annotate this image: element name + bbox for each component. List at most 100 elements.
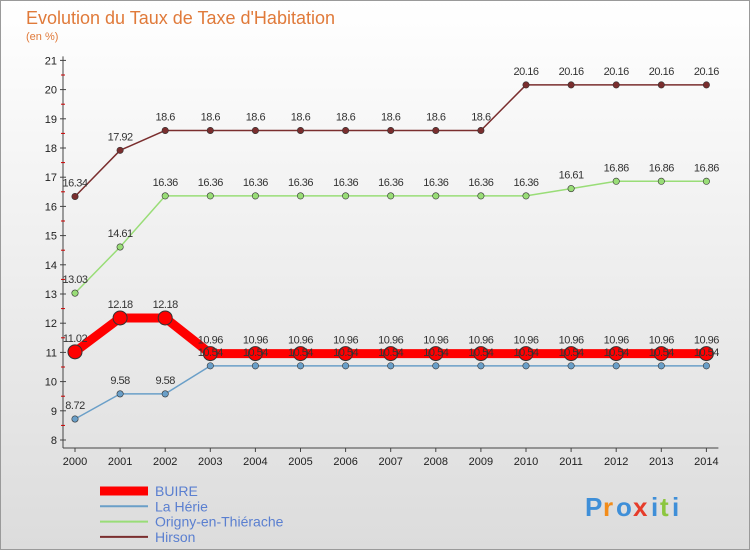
- data-point: [71, 415, 79, 423]
- data-point: [342, 126, 350, 134]
- data-point: [477, 192, 485, 200]
- logo-letter: o: [616, 492, 632, 522]
- x-tick-label: 2009: [469, 456, 493, 468]
- data-point: [296, 362, 304, 370]
- chart-subtitle: (en %): [26, 31, 58, 43]
- x-tick-label: 2011: [559, 456, 583, 468]
- x-tick-label: 2000: [63, 456, 87, 468]
- y-tick-label: 8: [51, 435, 57, 447]
- logo-letter: x: [633, 492, 648, 522]
- data-label: 18.6: [201, 111, 221, 123]
- x-tick-label: 2003: [198, 456, 222, 468]
- data-label: 16.36: [378, 177, 403, 189]
- data-point: [251, 362, 259, 370]
- data-point: [206, 362, 214, 370]
- data-point: [387, 192, 395, 200]
- data-label: 16.36: [423, 177, 448, 189]
- data-point: [116, 390, 124, 398]
- data-label: 17.92: [108, 131, 133, 143]
- data-label: 20.16: [694, 66, 719, 78]
- y-tick-label: 16: [45, 201, 57, 213]
- data-point: [116, 243, 124, 251]
- legend-label: Origny-en-Thiérache: [155, 514, 284, 530]
- data-point: [387, 126, 395, 134]
- data-point: [251, 192, 259, 200]
- logo-letter: t: [660, 492, 669, 522]
- data-point: [612, 81, 620, 89]
- series-labels: 11.02 12.18 12.18 10.96 10.96 10.96 10.96 10.96…: [62, 66, 719, 412]
- y-tick-label: 10: [45, 377, 57, 389]
- data-point: [657, 362, 665, 370]
- x-tick-label: 2012: [604, 456, 628, 468]
- logo-letter: P: [585, 492, 602, 522]
- data-label: 18.6: [426, 111, 446, 123]
- data-label: 11.02: [63, 333, 88, 345]
- data-point: [612, 362, 620, 370]
- data-label: 16.36: [198, 177, 223, 189]
- data-point: [522, 192, 530, 200]
- data-point: [161, 126, 169, 134]
- y-tick-label: 21: [45, 55, 57, 67]
- data-label: 10.96: [513, 335, 538, 347]
- data-point: [702, 177, 710, 185]
- axes: 8 9 10 11 12 13 14 15 16 17 18 19 20 21 2000 2001 2002 20…: [45, 55, 719, 468]
- data-point: [567, 81, 575, 89]
- data-point: [612, 177, 620, 185]
- data-label: 18.6: [471, 111, 491, 123]
- data-label: 18.6: [246, 111, 266, 123]
- data-label: 10.96: [378, 335, 403, 347]
- data-label: 10.54: [423, 347, 448, 359]
- data-point: [296, 126, 304, 134]
- data-point: [67, 344, 83, 360]
- data-label: 20.16: [513, 66, 538, 78]
- data-point: [567, 185, 575, 193]
- data-point: [387, 362, 395, 370]
- data-label: 16.61: [559, 170, 584, 182]
- x-tick-label: 2005: [288, 456, 312, 468]
- y-tick-label: 11: [46, 347, 57, 359]
- x-tick-label: 2010: [514, 456, 538, 468]
- data-label: 16.36: [153, 177, 178, 189]
- y-tick-label: 15: [45, 231, 57, 243]
- data-point: [157, 310, 173, 326]
- data-label: 10.54: [694, 347, 719, 359]
- y-tick-label: 9: [51, 406, 57, 418]
- data-label: 9.58: [155, 375, 175, 387]
- data-point: [112, 310, 128, 326]
- data-label: 18.6: [155, 111, 175, 123]
- data-point: [428, 346, 444, 362]
- data-label: 16.86: [604, 162, 629, 174]
- data-point: [71, 192, 79, 200]
- data-point: [657, 177, 665, 185]
- data-point: [518, 346, 534, 362]
- data-label: 13.03: [62, 274, 87, 286]
- data-point: [342, 362, 350, 370]
- data-label: 10.96: [423, 335, 448, 347]
- data-point: [161, 192, 169, 200]
- data-label: 18.6: [336, 111, 356, 123]
- logo-letter: r: [603, 492, 613, 522]
- data-label: 10.54: [513, 347, 538, 359]
- data-label: 10.54: [378, 347, 403, 359]
- data-point: [206, 126, 214, 134]
- data-label: 10.54: [243, 347, 268, 359]
- legend-label: Hirson: [155, 529, 195, 545]
- data-point: [702, 362, 710, 370]
- data-label: 10.96: [694, 335, 719, 347]
- data-label: 16.34: [62, 177, 87, 189]
- x-tick-label: 2001: [108, 456, 132, 468]
- y-tick-label: 12: [45, 318, 57, 330]
- data-label: 16.86: [694, 162, 719, 174]
- data-label: 10.54: [198, 347, 223, 359]
- data-label: 10.54: [333, 347, 358, 359]
- data-label: 10.96: [468, 335, 493, 347]
- data-point: [432, 192, 440, 200]
- data-label: 10.96: [559, 335, 584, 347]
- data-label: 18.6: [291, 111, 311, 123]
- data-point: [653, 346, 669, 362]
- data-label: 20.16: [604, 66, 629, 78]
- x-tick-label: 2013: [649, 456, 673, 468]
- y-tick-label: 17: [45, 172, 57, 184]
